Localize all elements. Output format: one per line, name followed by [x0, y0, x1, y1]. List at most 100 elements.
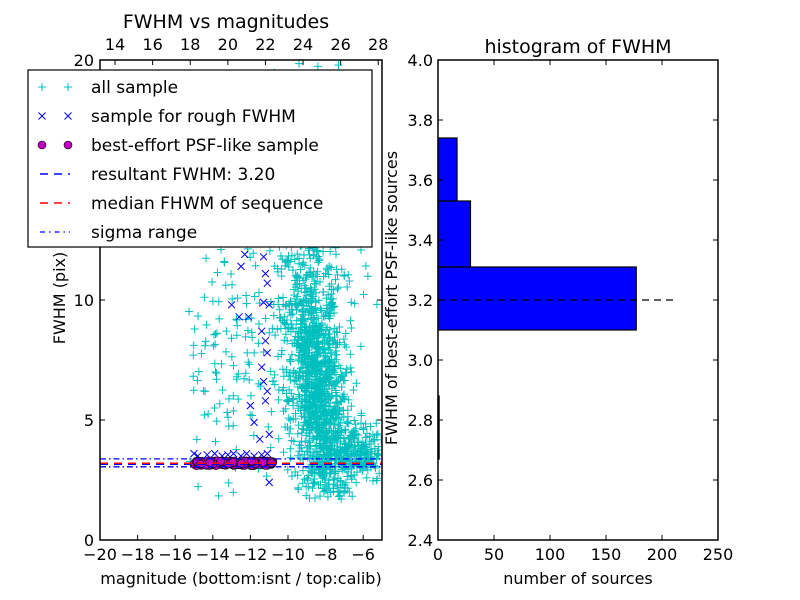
all-sample-point: [308, 408, 317, 417]
all-sample-point: [309, 267, 318, 276]
all-sample-point: [319, 331, 328, 340]
all-sample-point: [229, 391, 238, 400]
all-sample-point: [194, 367, 203, 376]
all-sample-point: [319, 247, 328, 256]
y-tick-label: 10: [74, 291, 94, 310]
all-sample-point: [330, 469, 339, 478]
x-tick-label: −18: [121, 545, 155, 564]
all-sample-point: [227, 334, 236, 343]
top-tick-label: 14: [105, 35, 125, 54]
all-sample-point: [197, 349, 206, 358]
all-sample-point: [324, 375, 333, 384]
all-sample-point: [266, 297, 275, 306]
all-sample-point: [356, 419, 365, 428]
all-sample-point: [373, 474, 382, 483]
all-sample-point: [210, 330, 219, 339]
all-sample-point: [320, 471, 329, 480]
all-sample-point: [312, 407, 321, 416]
all-sample-point: [301, 438, 310, 447]
all-sample-point: [294, 300, 303, 309]
all-sample-point: [279, 383, 288, 392]
all-sample-point: [221, 347, 230, 356]
all-sample-point: [291, 409, 300, 418]
all-sample-point: [297, 437, 306, 446]
all-sample-point: [305, 287, 314, 296]
all-sample-point: [292, 376, 301, 385]
all-sample-point: [295, 279, 304, 288]
all-sample-point: [341, 426, 350, 435]
all-sample-point: [297, 319, 306, 328]
x-tick-label: −20: [83, 545, 117, 564]
legend-item: sample for rough FWHM: [38, 107, 296, 127]
scatter-x-ticks: −20 −18 −16 −14 −12 −10 −8 −6: [83, 535, 375, 564]
all-sample-point: [309, 272, 318, 281]
all-sample-point: [333, 399, 342, 408]
y-tick-label: 4.0: [408, 51, 433, 70]
all-sample-point: [326, 247, 335, 256]
all-sample-point: [323, 492, 332, 501]
all-sample-point: [310, 400, 319, 409]
all-sample-point: [300, 288, 309, 297]
all-sample-point: [250, 292, 259, 301]
all-sample-point: [329, 362, 338, 371]
all-sample-point: [282, 256, 291, 265]
all-sample-point: [202, 254, 211, 263]
rough-sample-point: [261, 269, 270, 278]
all-sample-point: [308, 393, 317, 402]
all-sample-point: [288, 310, 297, 319]
all-sample-point: [360, 450, 369, 459]
x-marker-icon: [38, 112, 46, 120]
all-sample-point: [347, 402, 356, 411]
all-sample-point: [337, 494, 346, 503]
histogram-panel: histogram of FWHM 0 50 100 150 200 250 2.4 2.6…: [382, 36, 733, 588]
all-sample-point: [309, 392, 318, 401]
all-sample-point: [313, 447, 322, 456]
y-tick-label: 20: [74, 51, 94, 70]
all-sample-point: [324, 290, 333, 299]
all-sample-point: [350, 442, 359, 451]
all-sample-point: [285, 385, 294, 394]
all-sample-point: [329, 285, 338, 294]
all-sample-point: [310, 475, 319, 484]
all-sample-point: [307, 294, 316, 303]
plus-marker-icon: [64, 83, 72, 91]
all-sample-point: [372, 300, 381, 309]
top-tick-label: 28: [368, 35, 388, 54]
y-tick-label: 3.0: [408, 351, 433, 370]
all-sample-point: [254, 339, 263, 348]
all-sample-point: [265, 246, 274, 255]
all-sample-point: [202, 320, 211, 329]
all-sample-point: [314, 314, 323, 323]
all-sample-point: [305, 442, 314, 451]
all-sample-point: [347, 298, 356, 307]
all-sample-point: [353, 437, 362, 446]
all-sample-point: [275, 305, 284, 314]
all-sample-point: [306, 263, 315, 272]
all-sample-point: [229, 488, 238, 497]
all-sample-point: [362, 433, 371, 442]
all-sample-point: [277, 264, 286, 273]
histogram-bars: [437, 137, 637, 460]
all-sample-point: [244, 358, 253, 367]
all-sample-point: [310, 369, 319, 378]
all-sample-point: [324, 476, 333, 485]
all-sample-point: [284, 397, 293, 406]
all-sample-point: [309, 251, 318, 260]
all-sample-point: [344, 395, 353, 404]
all-sample-point: [322, 264, 331, 273]
all-sample-point: [320, 356, 329, 365]
x-tick-label: −10: [271, 545, 305, 564]
all-sample-point: [370, 435, 379, 444]
all-sample-point: [299, 466, 308, 475]
all-sample-point: [254, 320, 263, 329]
all-sample-point: [300, 281, 309, 290]
all-sample-point: [325, 325, 334, 334]
x-tick-label: −6: [351, 545, 375, 564]
all-sample-point: [346, 350, 355, 359]
all-sample-point: [345, 433, 354, 442]
all-sample-point: [334, 410, 343, 419]
all-sample-point: [293, 471, 302, 480]
all-sample-point: [269, 311, 278, 320]
all-sample-point: [297, 428, 306, 437]
all-sample-point: [299, 340, 308, 349]
